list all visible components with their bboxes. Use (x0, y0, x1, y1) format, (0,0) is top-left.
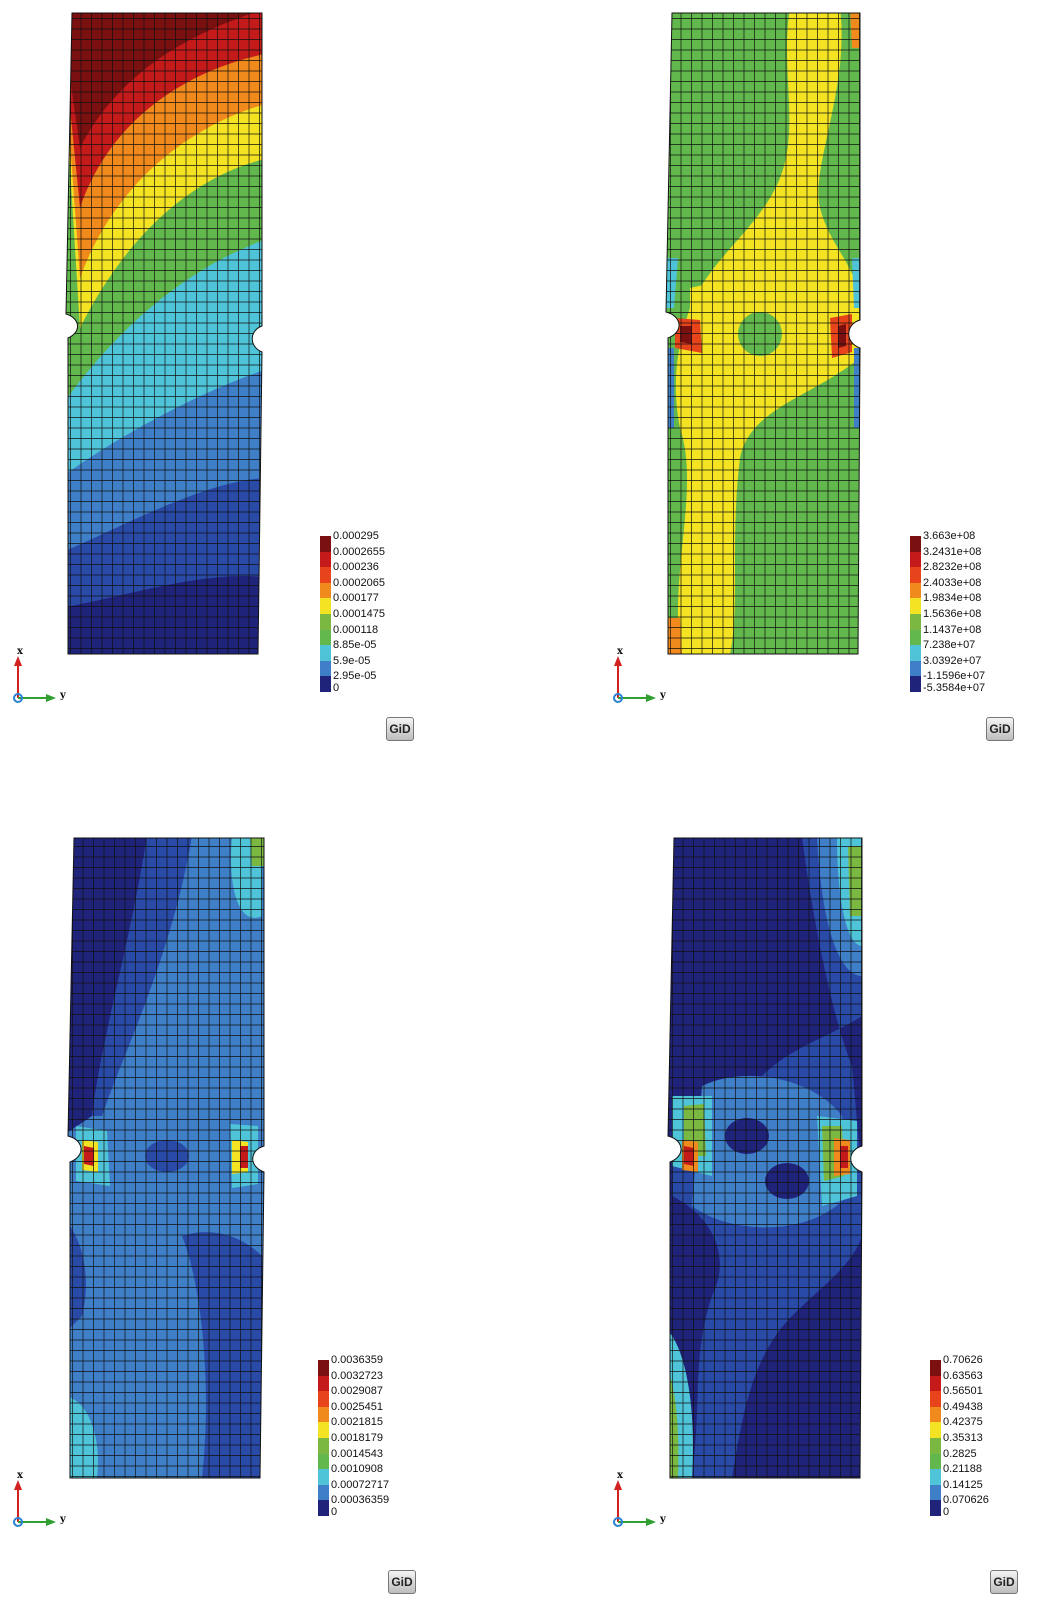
legend-label: 0.000236 (333, 561, 379, 574)
legend-label: 0 (943, 1506, 950, 1518)
legend-label: 0.0021815 (331, 1416, 383, 1429)
legend-label: 0.000118 (333, 623, 379, 636)
legend-label: 0.0025451 (331, 1400, 383, 1413)
legend-label: 2.4033e+08 (923, 576, 982, 589)
legend-label: 0 (333, 682, 340, 694)
axis-y-label: y (60, 690, 66, 701)
axis-x-label: x (617, 1470, 623, 1481)
axis-arrows-icon (13, 656, 56, 703)
legend-label: 0.49438 (943, 1400, 983, 1413)
legend-label: 0.0002655 (333, 545, 385, 558)
legend-label: 2.8232e+08 (923, 561, 982, 574)
legend-label: 0.14125 (943, 1478, 983, 1491)
legend-label: -1.1596e+07 (923, 670, 986, 683)
legend-label: 3.0392e+07 (923, 654, 982, 667)
legend-label: 3.2431e+08 (923, 545, 982, 558)
contour-panel-3: 0.0036359 0.0032723 0.0029087 0.0025451 … (0, 808, 524, 1616)
legend-label: 1.9834e+08 (923, 592, 982, 605)
legend-label: 0.56501 (943, 1385, 983, 1398)
legend-label: 0 (331, 1506, 338, 1518)
legend-label: 0.000295 (333, 530, 379, 542)
axis-x-label: x (617, 646, 623, 657)
legend-label: 0.35313 (943, 1431, 983, 1444)
axis-triad: x y (608, 646, 668, 708)
legend-label: 0.0001475 (333, 607, 385, 620)
axis-triad: x y (8, 1470, 68, 1532)
axis-triad: x y (8, 646, 68, 708)
axis-triad: x y (608, 1470, 668, 1532)
gid-logo: GiD (388, 1570, 416, 1594)
legend-label: 0.21188 (943, 1463, 982, 1476)
legend-label: 0.0010908 (331, 1463, 383, 1476)
legend-label: 0.00036359 (331, 1494, 390, 1507)
legend-label: 0.63563 (943, 1369, 983, 1382)
legend-label: -5.3584e+07 (923, 682, 986, 694)
legend-label: 1.1437e+08 (923, 623, 982, 636)
contour-panel-1: 0.000295 0.0002655 0.000236 0.0002065 0.… (0, 0, 524, 808)
specimen-mesh-4 (667, 837, 863, 1479)
contour-panel-2: 3.663e+08 3.2431e+08 2.8232e+08 2.4033e+… (600, 0, 1049, 808)
specimen-mesh-3 (67, 837, 265, 1479)
legend-label: 0.0036359 (331, 1354, 383, 1366)
legend-label: 0.0029087 (331, 1385, 383, 1398)
legend-label: 7.238e+07 (923, 639, 976, 652)
legend-label: 0.0002065 (333, 576, 385, 589)
legend-label: 3.663e+08 (923, 530, 976, 542)
legend-label: 0.42375 (943, 1416, 983, 1429)
legend-label: 0.070626 (943, 1494, 989, 1507)
legend-label: 5.9e-05 (333, 654, 371, 667)
legend-label: 0.000177 (333, 592, 379, 605)
legend-label: 0.00072717 (331, 1478, 390, 1491)
axis-x-label: x (17, 646, 23, 657)
axis-x-label: x (17, 1470, 23, 1481)
contour-panel-4: 0.70626 0.63563 0.56501 0.49438 0.42375 … (600, 808, 1049, 1616)
legend-label: 0.0014543 (331, 1447, 383, 1460)
axis-arrows-icon (613, 656, 656, 703)
legend-label: 0.0032723 (331, 1369, 383, 1382)
legend-label: 2.95e-05 (333, 670, 377, 683)
gid-logo: GiD (990, 1570, 1018, 1594)
legend-label: 1.5636e+08 (923, 607, 982, 620)
axis-arrows-icon (613, 1480, 656, 1527)
axis-y-label: y (660, 690, 666, 701)
gid-logo: GiD (986, 717, 1014, 741)
axis-y-label: y (660, 1514, 666, 1525)
specimen-mesh-2 (665, 12, 861, 655)
legend-label: 0.70626 (943, 1354, 983, 1366)
legend-label: 0.0018179 (331, 1431, 383, 1444)
axis-y-label: y (60, 1514, 66, 1525)
legend-label: 8.85e-05 (333, 639, 377, 652)
specimen-mesh-1 (65, 12, 263, 655)
gid-logo: GiD (386, 717, 414, 741)
axis-arrows-icon (13, 1480, 56, 1527)
legend-label: 0.2825 (943, 1447, 977, 1460)
